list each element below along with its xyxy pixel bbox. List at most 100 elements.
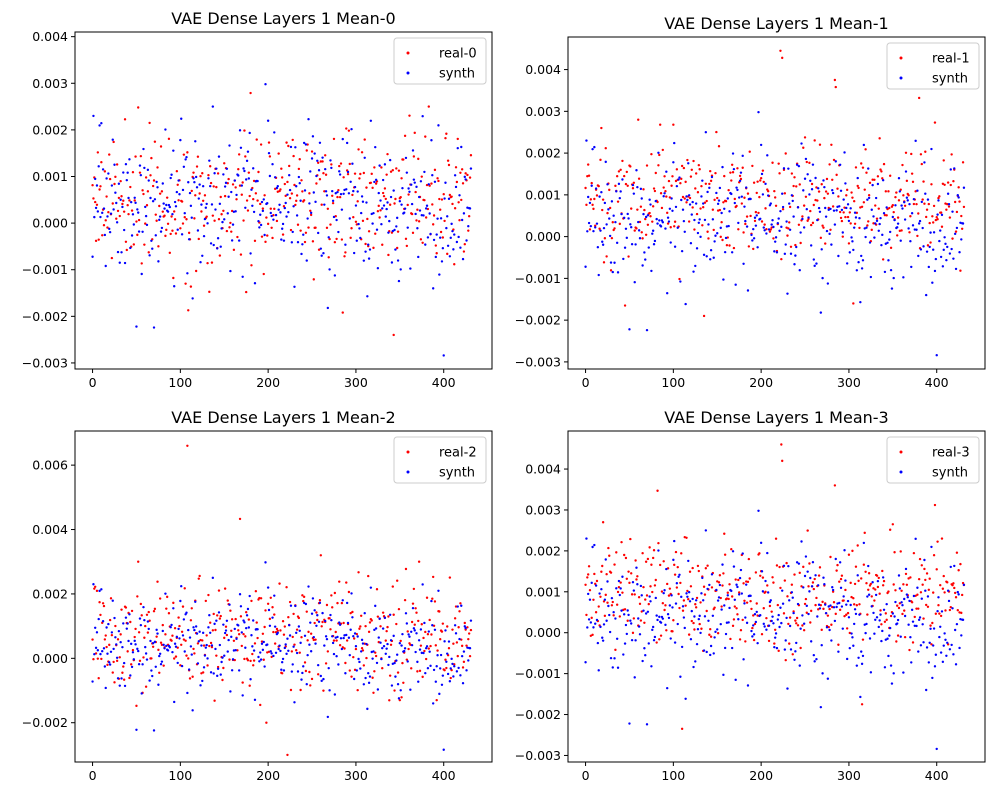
data-point [744,616,747,619]
data-point [651,205,655,208]
data-point [209,671,213,674]
data-point [829,228,832,231]
data-point [240,644,243,648]
data-point [99,215,102,219]
data-point [191,297,194,300]
data-point [867,167,870,170]
data-point [133,639,136,643]
data-point [214,628,217,632]
data-point [459,674,462,677]
data-point [116,250,120,254]
data-point [179,599,182,603]
data-point [101,234,104,237]
data-point [840,605,844,608]
data-point [189,285,193,288]
data-point [128,158,131,161]
data-point [731,550,735,553]
data-point [285,652,288,656]
data-point [742,658,745,661]
data-point [447,646,451,650]
data-point [327,666,330,670]
data-point [739,629,743,632]
data-point [764,579,767,583]
data-point [238,517,242,521]
data-point [162,643,165,647]
data-point [905,593,909,596]
data-point [917,577,921,581]
data-point [821,224,824,227]
data-point [829,555,832,559]
data-point [807,216,810,219]
data-point [460,198,463,202]
data-point [217,589,221,592]
data-point [458,219,461,222]
data-point [331,201,335,205]
chart-panel-1: VAE Dense Layers 1 Mean-10 100 200 300 400−0… [515,14,986,390]
data-point [96,657,100,660]
data-point [630,207,633,210]
data-point [755,610,758,614]
data-point [210,644,214,647]
data-point [151,642,155,645]
data-point [120,677,123,680]
data-point [273,594,276,597]
data-point [244,290,248,294]
data-point [881,584,885,587]
data-point [291,635,294,639]
data-point [392,189,395,192]
data-point [790,583,794,586]
data-point [686,198,689,202]
data-point [401,632,404,636]
data-point [615,587,618,590]
data-point [310,157,314,160]
data-point [146,620,150,623]
data-point [689,637,693,641]
data-point [183,216,186,219]
data-point [745,580,748,583]
data-point [669,637,672,640]
data-point [417,255,420,259]
data-point [304,602,308,606]
data-point [614,648,617,652]
data-point [254,590,258,593]
data-point [678,176,681,179]
data-point [842,595,845,598]
data-point [903,201,906,204]
data-point [628,328,631,331]
data-point [362,171,366,175]
data-point [331,194,334,197]
data-point [212,612,215,616]
data-point [717,581,721,584]
data-point [410,620,414,624]
data-point [740,195,744,198]
data-point [256,628,259,631]
data-point [642,212,645,216]
data-point [331,641,335,645]
data-point [824,215,828,218]
data-point [848,251,851,254]
data-point [180,117,183,120]
data-point [295,194,299,197]
data-point [362,683,366,686]
data-point [241,181,244,184]
data-point [248,684,251,687]
data-point [644,217,647,221]
data-point [750,629,753,633]
data-point [593,572,596,576]
data-point [864,570,867,573]
data-point [740,202,744,205]
data-point [680,249,684,253]
data-point [717,145,721,148]
chart-panel-3: VAE Dense Layers 1 Mean-30 100 200 300 400−0… [515,408,986,783]
data-point [900,601,903,604]
data-point [737,228,740,231]
data-point [883,270,887,274]
data-point [106,652,109,655]
data-point [726,197,729,200]
data-point [310,150,314,153]
data-point [649,585,652,588]
data-point [132,243,136,246]
data-point [417,560,421,563]
data-point [784,658,787,662]
data-point [772,225,775,229]
